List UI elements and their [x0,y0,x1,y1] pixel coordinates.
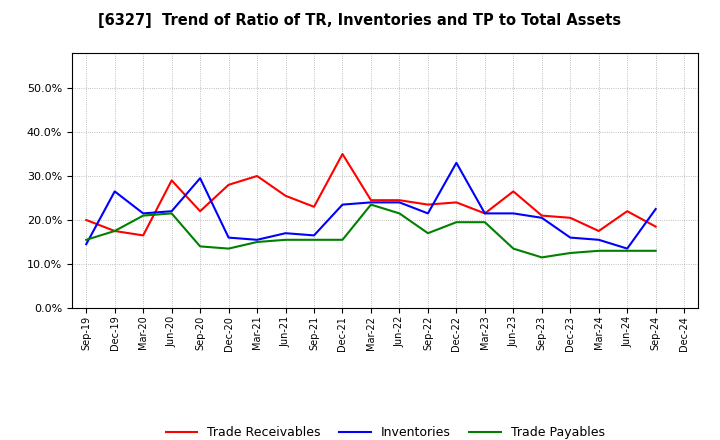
Inventories [139,211,148,216]
Trade Payables [395,211,404,216]
Trade Payables [253,239,261,245]
Inventories [452,160,461,165]
Trade Payables [652,248,660,253]
Inventories [110,189,119,194]
Trade Receivables [595,228,603,234]
Line: Trade Payables: Trade Payables [86,205,656,257]
Trade Receivables [167,178,176,183]
Trade Payables [196,244,204,249]
Trade Payables [167,211,176,216]
Trade Receivables [537,213,546,218]
Trade Payables [282,237,290,242]
Trade Receivables [310,204,318,209]
Trade Receivables [366,198,375,203]
Inventories [253,237,261,242]
Inventories [366,200,375,205]
Trade Payables [423,231,432,236]
Inventories [537,215,546,220]
Inventories [595,237,603,242]
Trade Payables [139,213,148,218]
Inventories [310,233,318,238]
Trade Receivables [480,211,489,216]
Line: Inventories: Inventories [86,163,656,249]
Trade Receivables [282,193,290,198]
Inventories [480,211,489,216]
Legend: Trade Receivables, Inventories, Trade Payables: Trade Receivables, Inventories, Trade Pa… [161,422,610,440]
Trade Payables [110,228,119,234]
Trade Payables [566,250,575,256]
Trade Payables [509,246,518,251]
Trade Payables [338,237,347,242]
Trade Receivables [82,217,91,223]
Trade Payables [225,246,233,251]
Inventories [196,176,204,181]
Trade Receivables [395,198,404,203]
Trade Payables [537,255,546,260]
Trade Payables [480,220,489,225]
Inventories [623,246,631,251]
Inventories [338,202,347,207]
Trade Payables [595,248,603,253]
Trade Receivables [652,224,660,229]
Inventories [652,206,660,212]
Trade Payables [452,220,461,225]
Inventories [509,211,518,216]
Trade Payables [366,202,375,207]
Trade Receivables [623,209,631,214]
Trade Payables [623,248,631,253]
Trade Receivables [338,151,347,157]
Trade Receivables [225,182,233,187]
Line: Trade Receivables: Trade Receivables [86,154,656,235]
Inventories [282,231,290,236]
Inventories [225,235,233,240]
Trade Receivables [110,228,119,234]
Text: [6327]  Trend of Ratio of TR, Inventories and TP to Total Assets: [6327] Trend of Ratio of TR, Inventories… [99,13,621,28]
Trade Receivables [423,202,432,207]
Trade Payables [310,237,318,242]
Inventories [167,209,176,214]
Trade Receivables [253,173,261,179]
Trade Payables [82,237,91,242]
Trade Receivables [509,189,518,194]
Inventories [82,242,91,247]
Trade Receivables [196,209,204,214]
Trade Receivables [452,200,461,205]
Inventories [423,211,432,216]
Trade Receivables [566,215,575,220]
Inventories [395,200,404,205]
Inventories [566,235,575,240]
Trade Receivables [139,233,148,238]
